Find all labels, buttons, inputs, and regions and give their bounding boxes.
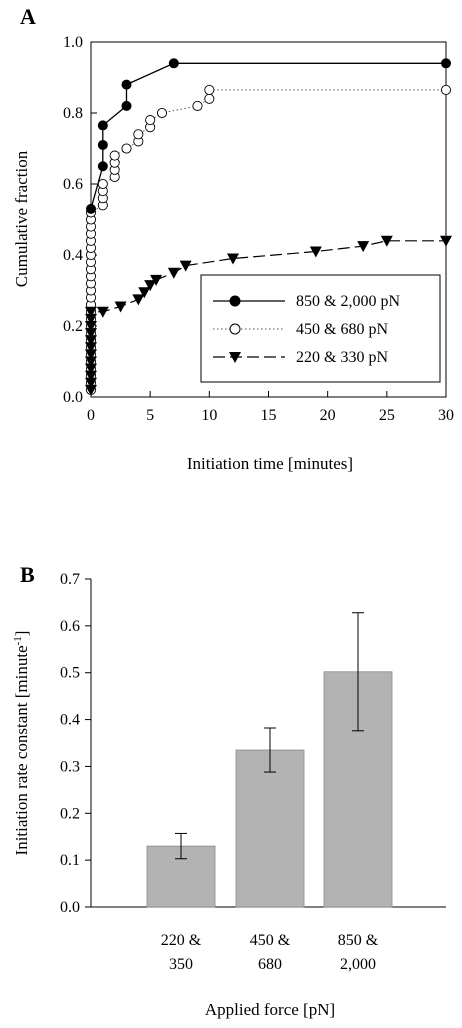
point-open-circle [204,93,215,104]
x-tick-label: 10 [201,407,217,424]
x-category-label-line1: 220 & [161,932,202,949]
y-title-main: Initiation rate constant [minute [12,645,31,855]
point-triangle [380,235,393,247]
point-triangle [96,306,109,318]
y-tick-label: 1.0 [63,34,83,51]
y-tick-label: 0.7 [60,571,80,588]
point-filled-circle [121,100,132,111]
point-triangle [167,267,180,279]
y-tick-label: 0.5 [60,665,80,682]
y-title-end: ] [12,631,31,637]
panel-a-series [85,58,452,396]
point-triangle [440,235,452,247]
y-tick-label: 0.6 [63,176,83,193]
legend-label-450: 450 & 680 pN [296,321,388,338]
series-line-0 [90,62,446,209]
point-open-circle [192,100,203,111]
y-tick-label: 0.2 [63,318,83,335]
point-filled-circle [86,203,96,214]
point-filled-circle [97,139,108,150]
y-tick-label: 0.0 [60,899,80,916]
point-triangle [85,313,97,325]
x-category-label-line2: 350 [169,956,193,973]
y-tick-label: 0.3 [60,758,80,775]
point-filled-circle [97,120,108,131]
panel-b-y-axis-title: Initiation rate constant [minute-1] [12,631,31,856]
point-triangle [114,301,127,313]
y-tick-label: 0.6 [60,618,80,635]
panel-b-x-axis: 220 & 350 450 & 680 850 & 2,000 [161,932,379,973]
legend-box [200,274,441,383]
point-triangle [138,287,151,299]
x-category-label-line2: 680 [258,956,282,973]
x-tick-label: 30 [438,407,454,424]
x-category-label-line2: 2,000 [340,956,376,973]
point-triangle [309,246,322,258]
panel-a-legend: 850 & 2,000 pN 450 & 680 pN 220 & 330 pN [200,274,441,383]
x-tick-label: 25 [379,407,395,424]
bar [235,749,305,908]
panel-a-x-axis-title: Initiation time [minutes] [187,454,353,473]
panel-a-y-axis-title: Cumulative fraction [12,150,31,287]
y-tick-label: 0.2 [60,805,80,822]
panel-a-letter: A [20,4,36,29]
point-triangle [85,384,97,396]
x-tick-label: 5 [146,407,154,424]
legend-label-220: 220 & 330 pN [296,349,388,366]
x-tick-label: 0 [87,407,95,424]
point-triangle [357,241,370,253]
point-triangle [85,328,97,340]
panel-a-x-axis: 0 5 10 15 20 25 30 [87,391,454,424]
x-tick-label: 20 [320,407,336,424]
point-open-circle [133,129,144,140]
legend-marker-220 [229,352,241,363]
point-triangle [227,253,239,265]
panel-b-bars [146,612,393,908]
point-triangle [144,280,157,292]
point-filled-circle [441,58,451,69]
point-triangle [85,321,97,332]
legend-marker-850 [229,295,241,307]
y-tick-label: 0.8 [63,105,83,122]
x-category-label-line1: 450 & [250,932,291,949]
y-tick-label: 0.0 [63,389,83,406]
point-open-circle [109,150,120,161]
point-triangle [85,377,97,389]
point-triangle [85,349,97,361]
point-open-circle [97,178,108,190]
point-filled-circle [121,79,132,90]
point-open-circle [156,107,168,119]
point-open-circle [204,84,215,95]
y-tick-label: 0.4 [63,247,83,264]
point-open-circle [121,143,132,154]
point-filled-circle [97,161,108,172]
point-triangle [85,342,97,354]
panel-b-x-axis-title: Applied force [pN] [205,1000,335,1019]
y-tick-label: 0.1 [60,852,80,869]
point-filled-circle [168,58,179,69]
legend-label-850: 850 & 2,000 pN [296,293,400,310]
point-triangle [150,274,163,286]
y-title-sup: -1 [12,636,24,645]
point-triangle [85,356,97,368]
legend-marker-450 [229,323,241,335]
point-open-circle [145,115,156,126]
point-triangle [85,306,97,318]
point-open-circle [440,84,452,95]
point-triangle [179,260,192,272]
x-category-label-line1: 850 & [338,932,379,949]
point-triangle [85,335,97,347]
panel-b-y-axis: 0.0 0.1 0.2 0.3 0.4 0.5 0.6 0.7 [60,571,91,916]
panel-a-scatter-chart: A 0.0 0.2 0.4 0.6 0.8 1.0 0 5 10 15 20 25 30 Cumula… [12,4,454,473]
point-triangle [85,363,97,375]
point-triangle [85,370,97,382]
panel-b-bar-chart: B 0.0 0.1 0.2 0.3 0.4 0.5 0.6 0.7 220 & 350 450 &… [12,562,446,1019]
panel-a-y-axis: 0.0 0.2 0.4 0.6 0.8 1.0 [63,34,97,406]
panel-b-letter: B [20,562,35,587]
point-triangle [132,294,145,306]
y-tick-label: 0.4 [60,712,80,729]
x-tick-label: 15 [261,407,277,424]
